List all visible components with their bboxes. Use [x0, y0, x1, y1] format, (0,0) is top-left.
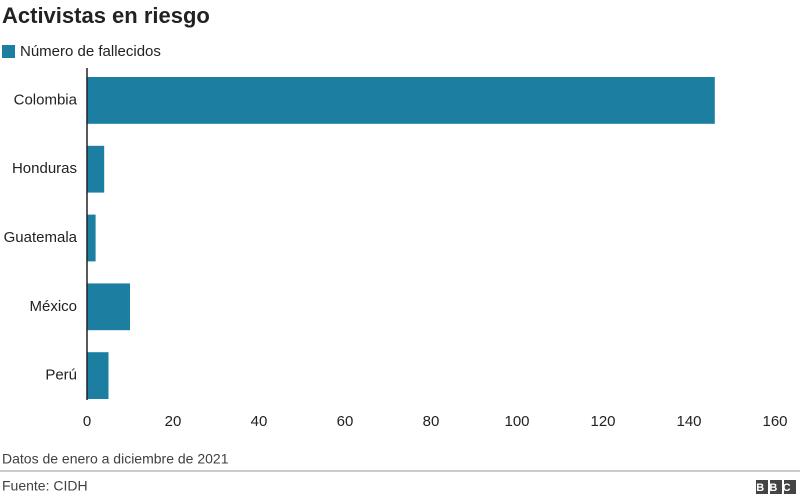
x-tick-label: 160 [762, 413, 787, 430]
y-tick-label: México [29, 298, 77, 315]
bar [87, 145, 105, 193]
legend-swatch [2, 45, 15, 58]
note: Datos de enero a diciembre de 2021 [2, 451, 229, 467]
y-tick-label: Colombia [14, 91, 78, 108]
y-tick-label: Guatemala [4, 229, 78, 246]
x-tick-label: 40 [251, 413, 268, 430]
logo: BBC [756, 480, 796, 494]
x-tick-label: 80 [423, 413, 440, 430]
logo-block [756, 480, 768, 494]
x-tick-label: 140 [676, 413, 701, 430]
logo-block [770, 480, 782, 494]
source: Fuente: CIDH [2, 478, 88, 494]
x-tick-label: 20 [165, 413, 182, 430]
bar [87, 352, 109, 399]
chart-title: Activistas en riesgo [2, 3, 210, 28]
logo-block [784, 480, 796, 494]
x-tick-label: 120 [590, 413, 615, 430]
bar [87, 283, 130, 331]
logo-text: BBC [756, 482, 795, 494]
y-tick-label: Honduras [12, 160, 77, 177]
y-tick-label: Perú [45, 367, 77, 384]
bar [87, 214, 96, 262]
x-tick-label: 60 [337, 413, 354, 430]
legend-label: Número de fallecidos [20, 43, 161, 60]
bar [87, 77, 715, 124]
x-tick-label: 0 [83, 413, 91, 430]
x-tick-label: 100 [504, 413, 529, 430]
